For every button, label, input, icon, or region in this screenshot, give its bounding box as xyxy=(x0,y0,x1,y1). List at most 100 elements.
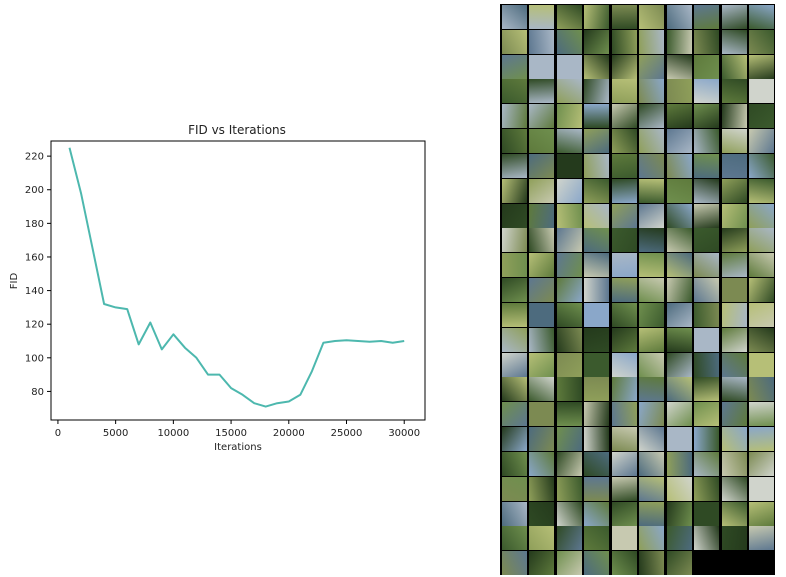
sample-image-cell xyxy=(666,526,692,551)
sample-image-cell xyxy=(694,278,719,303)
sample-image-cell xyxy=(556,402,582,427)
sample-image-cell xyxy=(584,228,609,253)
x-axis-label: Iterations xyxy=(214,442,262,453)
sample-image-cell xyxy=(694,377,719,402)
chart-title: FID vs Iterations xyxy=(188,123,286,137)
sample-image-cell xyxy=(611,79,637,104)
sample-image-cell xyxy=(694,153,719,178)
sample-image-cell xyxy=(721,526,747,551)
sample-image-cell xyxy=(749,526,774,551)
sample-image-cell xyxy=(584,129,609,154)
sample-image-cell xyxy=(584,79,609,104)
sample-image-cell xyxy=(639,327,664,352)
sample-image-cell xyxy=(529,253,554,278)
sample-image-cell xyxy=(611,451,637,476)
sample-image-cell xyxy=(529,129,554,154)
sample-image-cell xyxy=(584,104,609,129)
sample-image-cell xyxy=(749,178,774,203)
sample-image-cell xyxy=(666,29,692,54)
sample-image-cell xyxy=(666,451,692,476)
sample-image-cell xyxy=(611,402,637,427)
sample-image-cell xyxy=(556,427,582,452)
sample-image-cell xyxy=(556,129,582,154)
sample-image-cell xyxy=(721,5,747,29)
y-tick-label: 80 xyxy=(31,387,44,398)
x-tick-label: 30000 xyxy=(388,428,420,439)
sample-image-cell xyxy=(721,377,747,402)
sample-image-cell xyxy=(501,302,527,327)
sample-image-cell xyxy=(694,501,719,526)
sample-image-cell xyxy=(749,501,774,526)
sample-image-cell xyxy=(749,402,774,427)
sample-image-cell xyxy=(611,327,637,352)
sample-image-cell xyxy=(611,5,637,29)
sample-image-cell xyxy=(721,476,747,501)
sample-image-cell xyxy=(749,29,774,54)
sample-image-cell xyxy=(584,203,609,228)
sample-image-cell xyxy=(749,104,774,129)
sample-image-cell xyxy=(666,178,692,203)
sample-image-cell xyxy=(639,54,664,79)
sample-image-cell xyxy=(611,178,637,203)
sample-image-cell xyxy=(556,327,582,352)
sample-image-cell xyxy=(529,104,554,129)
sample-image-cell xyxy=(694,402,719,427)
sample-image-cell xyxy=(694,427,719,452)
sample-image-cell xyxy=(639,551,664,575)
y-tick-label: 180 xyxy=(25,219,44,230)
sample-image-cell xyxy=(721,228,747,253)
sample-image-cell xyxy=(584,526,609,551)
x-tick-label: 0 xyxy=(55,428,61,439)
sample-image-cell xyxy=(556,5,582,29)
sample-image-cell xyxy=(556,377,582,402)
sample-image-cell xyxy=(501,352,527,377)
sample-image-cell xyxy=(666,327,692,352)
sample-image-cell xyxy=(611,228,637,253)
sample-image-cell xyxy=(721,427,747,452)
sample-image-cell xyxy=(666,79,692,104)
sample-image-cell xyxy=(666,104,692,129)
sample-image-cell xyxy=(749,129,774,154)
sample-image-cell xyxy=(584,29,609,54)
sample-image-cell xyxy=(501,402,527,427)
sample-image-cell xyxy=(556,253,582,278)
sample-image-cell xyxy=(749,327,774,352)
sample-image-cell xyxy=(694,129,719,154)
sample-image-cell xyxy=(584,377,609,402)
y-tick-label: 100 xyxy=(25,353,44,364)
sample-image-cell xyxy=(666,352,692,377)
sample-image-cell xyxy=(666,402,692,427)
sample-image-cell xyxy=(721,54,747,79)
fid-chart: FID vs Iterations 0 5000 10000 15000 20000 25… xyxy=(9,123,426,453)
sample-image-cell xyxy=(611,29,637,54)
sample-image-cell xyxy=(529,377,554,402)
sample-image-cell xyxy=(584,153,609,178)
sample-image-cell xyxy=(694,476,719,501)
sample-image-cell xyxy=(584,352,609,377)
sample-image-cell xyxy=(501,178,527,203)
sample-image-cell xyxy=(721,29,747,54)
sample-image-cell xyxy=(501,5,527,29)
y-tick-label: 120 xyxy=(25,320,44,331)
sample-image-cell xyxy=(666,153,692,178)
sample-image-cell xyxy=(556,501,582,526)
sample-image-cell xyxy=(721,278,747,303)
sample-image-cell xyxy=(501,551,527,575)
sample-image-cell xyxy=(639,526,664,551)
sample-image-cell xyxy=(721,203,747,228)
sample-image-cell xyxy=(694,302,719,327)
sample-image-cell xyxy=(529,79,554,104)
sample-image-cell xyxy=(584,253,609,278)
sample-image-cell xyxy=(749,278,774,303)
sample-image-cell xyxy=(611,153,637,178)
sample-image-cell xyxy=(529,526,554,551)
sample-image-cell xyxy=(639,427,664,452)
sample-image-cell xyxy=(556,54,582,79)
sample-image-cell xyxy=(639,476,664,501)
sample-image-cell xyxy=(666,54,692,79)
y-axis-label: FID xyxy=(9,273,20,290)
sample-image-cell xyxy=(611,551,637,575)
sample-image-cell xyxy=(666,427,692,452)
x-tick-label: 5000 xyxy=(103,428,128,439)
sample-image-cell xyxy=(556,228,582,253)
